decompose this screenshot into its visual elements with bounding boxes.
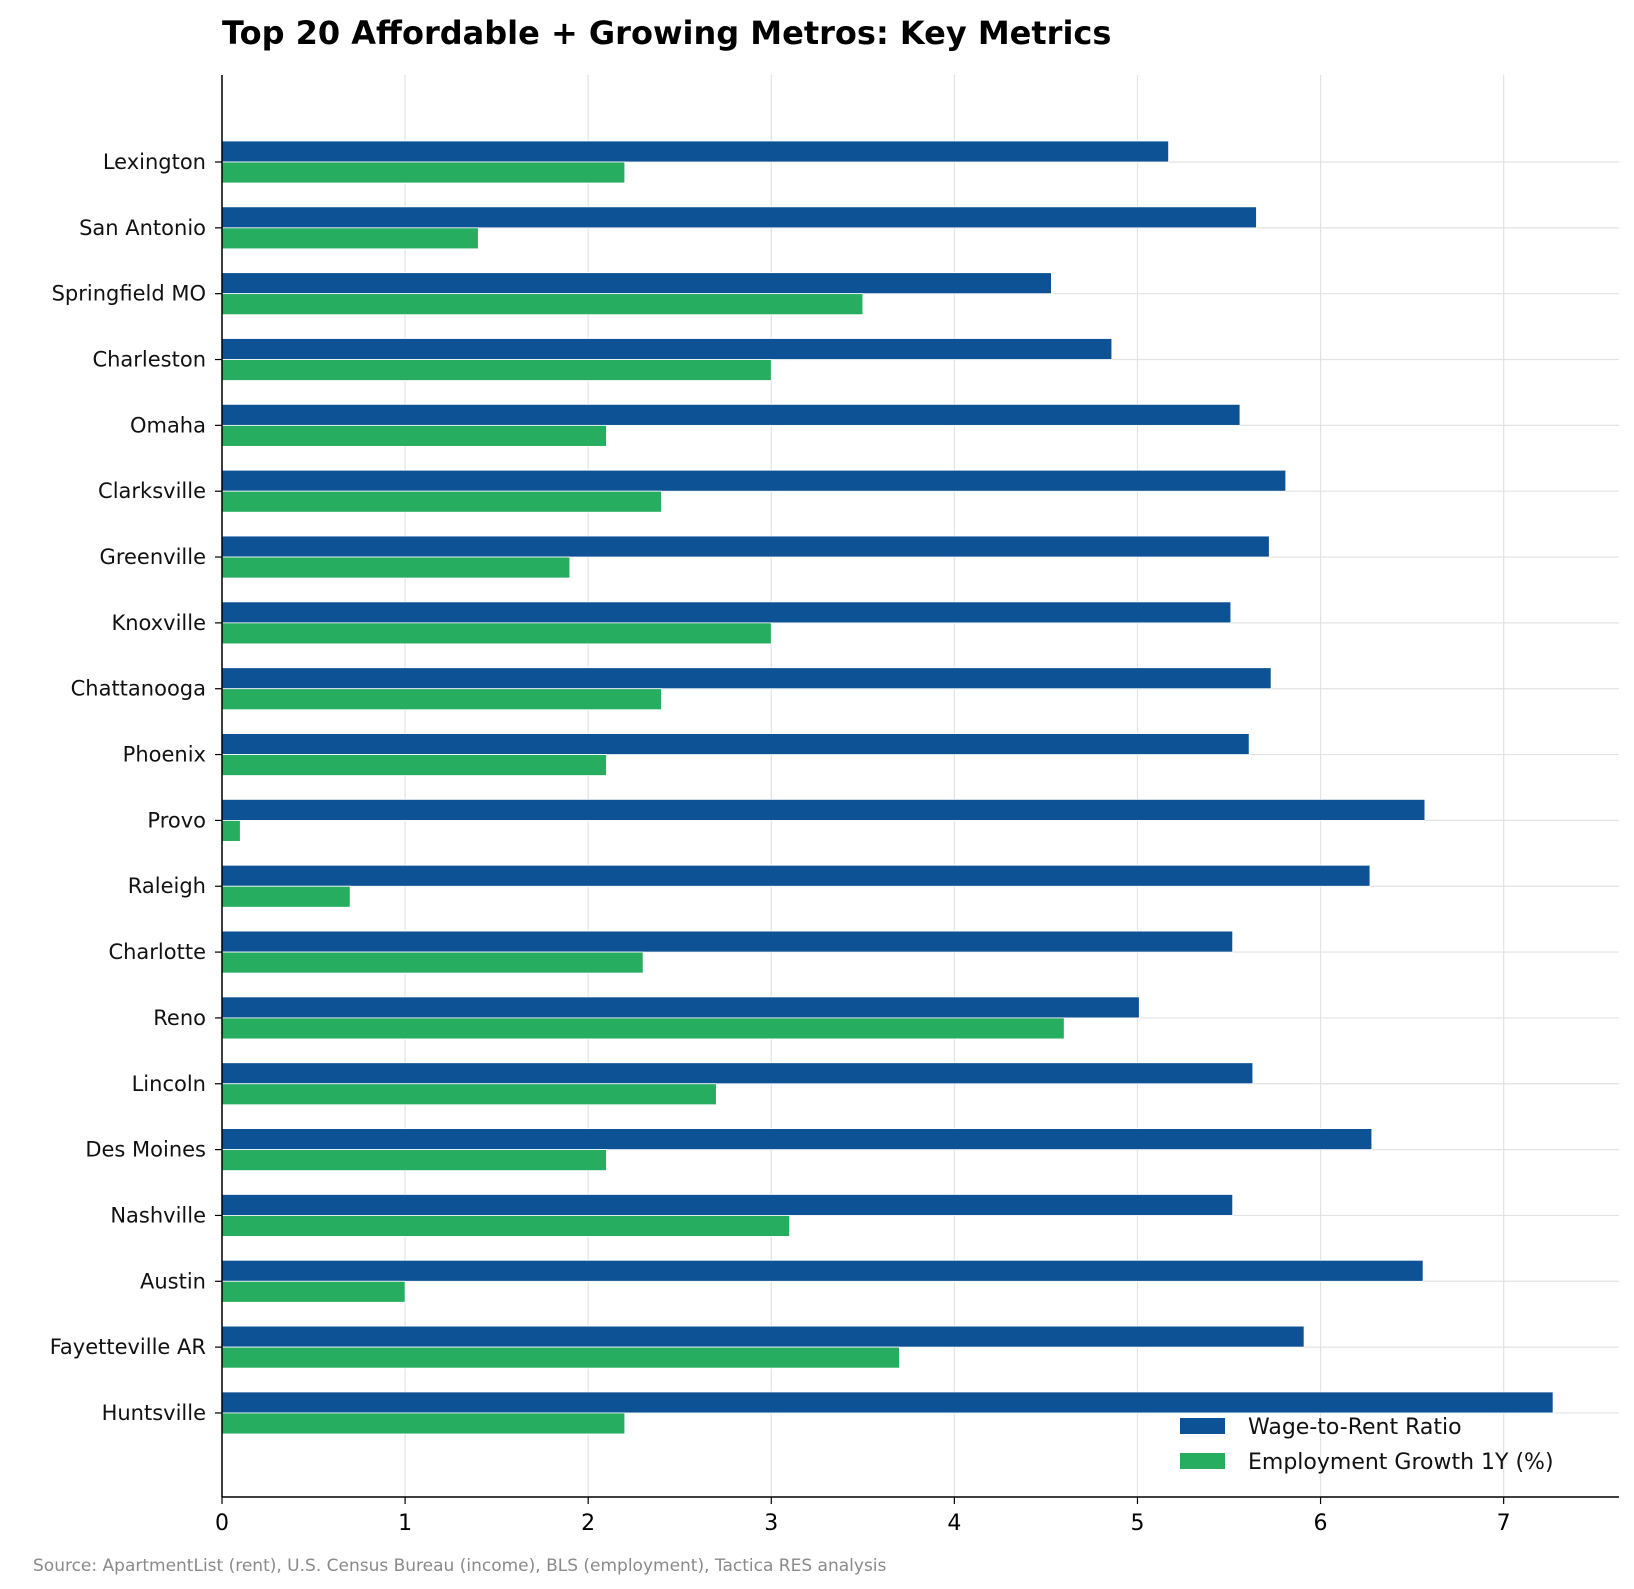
x-tick-label: 3: [764, 1511, 778, 1536]
bar-wage-to-rent-7: [221, 601, 1232, 624]
category-label: Des Moines: [85, 1138, 206, 1162]
bar-employment-growth-15: [221, 1149, 607, 1171]
legend-label: Employment Growth 1Y (%): [1248, 1450, 1554, 1475]
bar-wage-to-rent-9: [221, 733, 1250, 755]
category-label: Huntsville: [102, 1401, 206, 1425]
bar-wage-to-rent-19: [221, 1391, 1554, 1414]
bar-employment-growth-2: [221, 293, 864, 316]
bar-employment-growth-17: [221, 1280, 406, 1303]
category-label: Omaha: [130, 413, 206, 437]
bar-employment-growth-19: [221, 1412, 626, 1435]
x-tick-label: 2: [581, 1511, 595, 1536]
bar-wage-to-rent-3: [221, 338, 1113, 360]
x-tick-labels: 0 1 2 3 4 5 6 7: [215, 1497, 1511, 1536]
category-label: Springfield MO: [52, 282, 206, 306]
bar-wage-to-rent-17: [221, 1259, 1424, 1282]
bar-employment-growth-13: [221, 1017, 1065, 1040]
bar-employment-growth-7: [221, 622, 772, 645]
bar-employment-growth-18: [221, 1346, 900, 1369]
category-label: Charlotte: [108, 940, 206, 964]
bar-wage-to-rent-12: [221, 930, 1234, 953]
bar-employment-growth-12: [221, 951, 644, 974]
bar-employment-growth-14: [221, 1083, 717, 1106]
bar-wage-to-rent-14: [221, 1062, 1254, 1085]
bar-wage-to-rent-5: [221, 469, 1287, 492]
category-label: Raleigh: [128, 874, 206, 898]
chart-title: Top 20 Affordable + Growing Metros: Key …: [222, 14, 1111, 52]
category-label: Lincoln: [132, 1072, 206, 1096]
x-tick-label: 6: [1314, 1511, 1328, 1536]
bar-employment-growth-3: [221, 359, 772, 381]
category-label: Chattanooga: [71, 677, 206, 701]
category-label: Reno: [153, 1006, 206, 1030]
bar-employment-growth-11: [221, 885, 351, 908]
bar-wage-to-rent-13: [221, 996, 1140, 1019]
bar-employment-growth-8: [221, 688, 662, 711]
category-label: Phoenix: [123, 743, 206, 767]
category-label: Greenville: [100, 545, 206, 569]
bar-wage-to-rent-6: [221, 535, 1270, 558]
bar-wage-to-rent-1: [221, 206, 1257, 229]
bar-wage-to-rent-10: [221, 799, 1426, 821]
category-labels: Lexington San Antonio Springfield MO Charle…: [50, 150, 222, 1425]
x-tick-label: 0: [215, 1511, 229, 1536]
bar-wage-to-rent-4: [221, 403, 1241, 426]
bar-wage-to-rent-18: [221, 1325, 1305, 1348]
category-label: Lexington: [103, 150, 206, 174]
category-label: Charleston: [92, 348, 206, 372]
source-note: Source: ApartmentList (rent), U.S. Censu…: [33, 1556, 887, 1576]
category-label: San Antonio: [79, 216, 206, 240]
category-label: Clarksville: [98, 479, 206, 503]
legend-label: Wage-to-Rent Ratio: [1248, 1415, 1462, 1440]
bar-wage-to-rent-11: [221, 864, 1371, 887]
bar-employment-growth-5: [221, 490, 662, 513]
legend-swatch: [1180, 1453, 1225, 1469]
bar-series: [221, 140, 1554, 1435]
category-label: Provo: [147, 808, 206, 832]
category-label: Fayetteville AR: [50, 1335, 206, 1359]
bar-wage-to-rent-2: [221, 272, 1052, 295]
category-label: Nashville: [110, 1203, 206, 1227]
bar-wage-to-rent-8: [221, 667, 1272, 690]
x-tick-label: 5: [1130, 1511, 1144, 1536]
x-tick-label: 7: [1497, 1511, 1511, 1536]
bar-employment-growth-10: [221, 820, 241, 842]
axes: [221, 75, 1619, 1498]
x-tick-label: 4: [947, 1511, 961, 1536]
legend: Wage-to-Rent Ratio Employment Growth 1Y (…: [1180, 1415, 1554, 1475]
bar-employment-growth-4: [221, 424, 607, 447]
bar-wage-to-rent-16: [221, 1194, 1234, 1216]
bar-employment-growth-9: [221, 754, 607, 776]
bar-employment-growth-16: [221, 1215, 790, 1237]
x-tick-label: 1: [398, 1511, 412, 1536]
bar-wage-to-rent-0: [221, 140, 1169, 163]
bar-employment-growth-1: [221, 227, 479, 250]
legend-swatch: [1180, 1418, 1225, 1434]
category-label: Knoxville: [111, 611, 206, 635]
category-label: Austin: [140, 1269, 206, 1293]
bar-employment-growth-6: [221, 556, 571, 579]
bar-employment-growth-0: [221, 161, 626, 184]
bar-wage-to-rent-15: [221, 1128, 1373, 1150]
